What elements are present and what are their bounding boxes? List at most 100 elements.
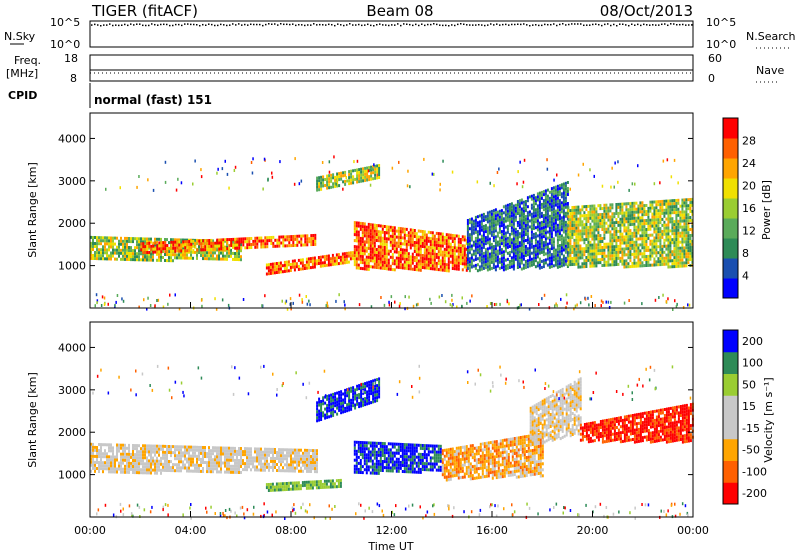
scatter-cell (661, 229, 664, 233)
scatter-cell (492, 215, 495, 219)
scatter-cell (427, 260, 430, 264)
scatter-cell (560, 234, 563, 238)
scatter-cell (393, 259, 396, 263)
scatter-cell (671, 262, 674, 266)
scatter-cell (114, 257, 116, 261)
cpid-value: normal (fast) 151 (94, 93, 212, 107)
scatter-cell (180, 256, 182, 260)
scatter-cell (468, 242, 471, 246)
scatter-cell (170, 445, 172, 449)
scatter-cell (562, 227, 565, 231)
scatter-cell (679, 255, 682, 259)
scatter-cell (298, 234, 301, 238)
nsky-point (601, 24, 603, 27)
scatter-cell (466, 228, 469, 231)
scatter-cell (96, 467, 98, 470)
nsky-point (307, 24, 309, 26)
scatter-cell (381, 248, 384, 252)
scatter-cell (641, 210, 644, 214)
scatter-cell (522, 221, 525, 225)
scatter-cell (478, 253, 481, 257)
scatter-cell (360, 179, 363, 183)
scatter-cell (518, 244, 521, 248)
scatter-cell (196, 239, 199, 243)
scatter-cell (534, 214, 537, 218)
scatter-cell (532, 205, 535, 209)
scatter-cell (589, 204, 592, 208)
scatter-cell (585, 262, 588, 265)
scatter-cell (457, 243, 460, 247)
scatter-cell (415, 256, 418, 260)
scatter-cell (188, 448, 190, 452)
scatter-cell (136, 465, 138, 469)
nsky-point (655, 24, 657, 26)
scatter-cell (581, 208, 584, 212)
noise-cell (227, 303, 230, 307)
scatter-cell (627, 202, 630, 206)
scatter-cell (196, 256, 198, 260)
scatter-cell (363, 228, 366, 232)
scatter-cell (134, 246, 136, 250)
scatter-cell (357, 236, 360, 240)
scatter-cell (677, 222, 680, 226)
scatter-cell (579, 232, 582, 236)
scatter-cell (633, 201, 636, 205)
scatter-cell (532, 226, 535, 230)
scatter-cell (542, 232, 545, 236)
scatter-cell (110, 467, 112, 471)
scatter-cell (653, 236, 656, 240)
scatter-cell (558, 226, 561, 230)
scatter-cell (669, 259, 672, 263)
scatter-cell (188, 249, 191, 252)
scatter-cell (675, 217, 678, 220)
scatter-cell (532, 247, 535, 251)
scatter-cell (188, 250, 190, 254)
scatter-cell (435, 246, 438, 250)
scatter-cell (108, 470, 110, 474)
scatter-cell (363, 243, 366, 247)
noise-cell (594, 304, 596, 307)
scatter-cell (381, 266, 384, 270)
scatter-cell (577, 205, 580, 209)
scatter-cell (304, 240, 307, 244)
scatter-cell (679, 261, 682, 265)
scatter-cell (339, 255, 342, 259)
scatter-cell (287, 263, 290, 267)
scatter-cell (266, 236, 269, 240)
scatter-cell (439, 241, 442, 245)
scatter-cell (373, 253, 376, 257)
scatter-cell (585, 265, 588, 268)
scatter-cell (577, 244, 580, 248)
nsky-point (313, 23, 315, 25)
scatter-cell (206, 467, 208, 471)
scatter-cell (94, 254, 96, 257)
scatter-cell (138, 237, 140, 241)
scatter-cell (492, 218, 495, 222)
nsky-point (292, 23, 294, 25)
scatter-cell (655, 206, 658, 210)
scatter-cell (663, 232, 666, 236)
scatter-cell (361, 237, 364, 241)
scatter-cell (514, 206, 517, 210)
scatter-cell (254, 236, 257, 240)
scatter-cell (522, 266, 525, 270)
scatter-cell (166, 457, 168, 460)
noise-cell (438, 295, 441, 299)
scatter-cell (647, 221, 650, 225)
scatter-cell (603, 257, 606, 261)
noise-cell (593, 174, 595, 178)
noise-cell (192, 182, 194, 186)
scatter-cell (152, 244, 155, 248)
nsky-point (472, 24, 474, 26)
scatter-cell (461, 235, 464, 239)
scatter-cell (381, 260, 384, 264)
scatter-cell (538, 215, 541, 219)
scatter-cell (542, 229, 545, 233)
scatter-cell (142, 450, 144, 454)
scatter-cell (429, 237, 432, 241)
scatter-cell (98, 242, 100, 246)
scatter-cell (542, 262, 545, 266)
scatter-cell (655, 233, 658, 237)
nsky-point (541, 24, 543, 27)
